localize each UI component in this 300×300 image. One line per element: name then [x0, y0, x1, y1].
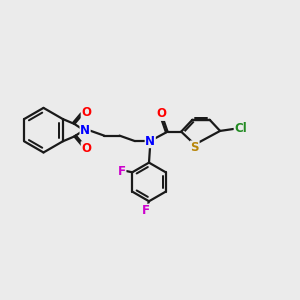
Text: F: F: [142, 204, 150, 217]
Text: O: O: [81, 106, 91, 118]
Text: N: N: [80, 124, 90, 137]
Text: S: S: [190, 141, 199, 154]
Text: F: F: [118, 165, 126, 178]
Text: O: O: [81, 142, 91, 155]
Text: Cl: Cl: [234, 122, 247, 135]
Text: O: O: [157, 107, 167, 120]
Text: N: N: [145, 135, 155, 148]
